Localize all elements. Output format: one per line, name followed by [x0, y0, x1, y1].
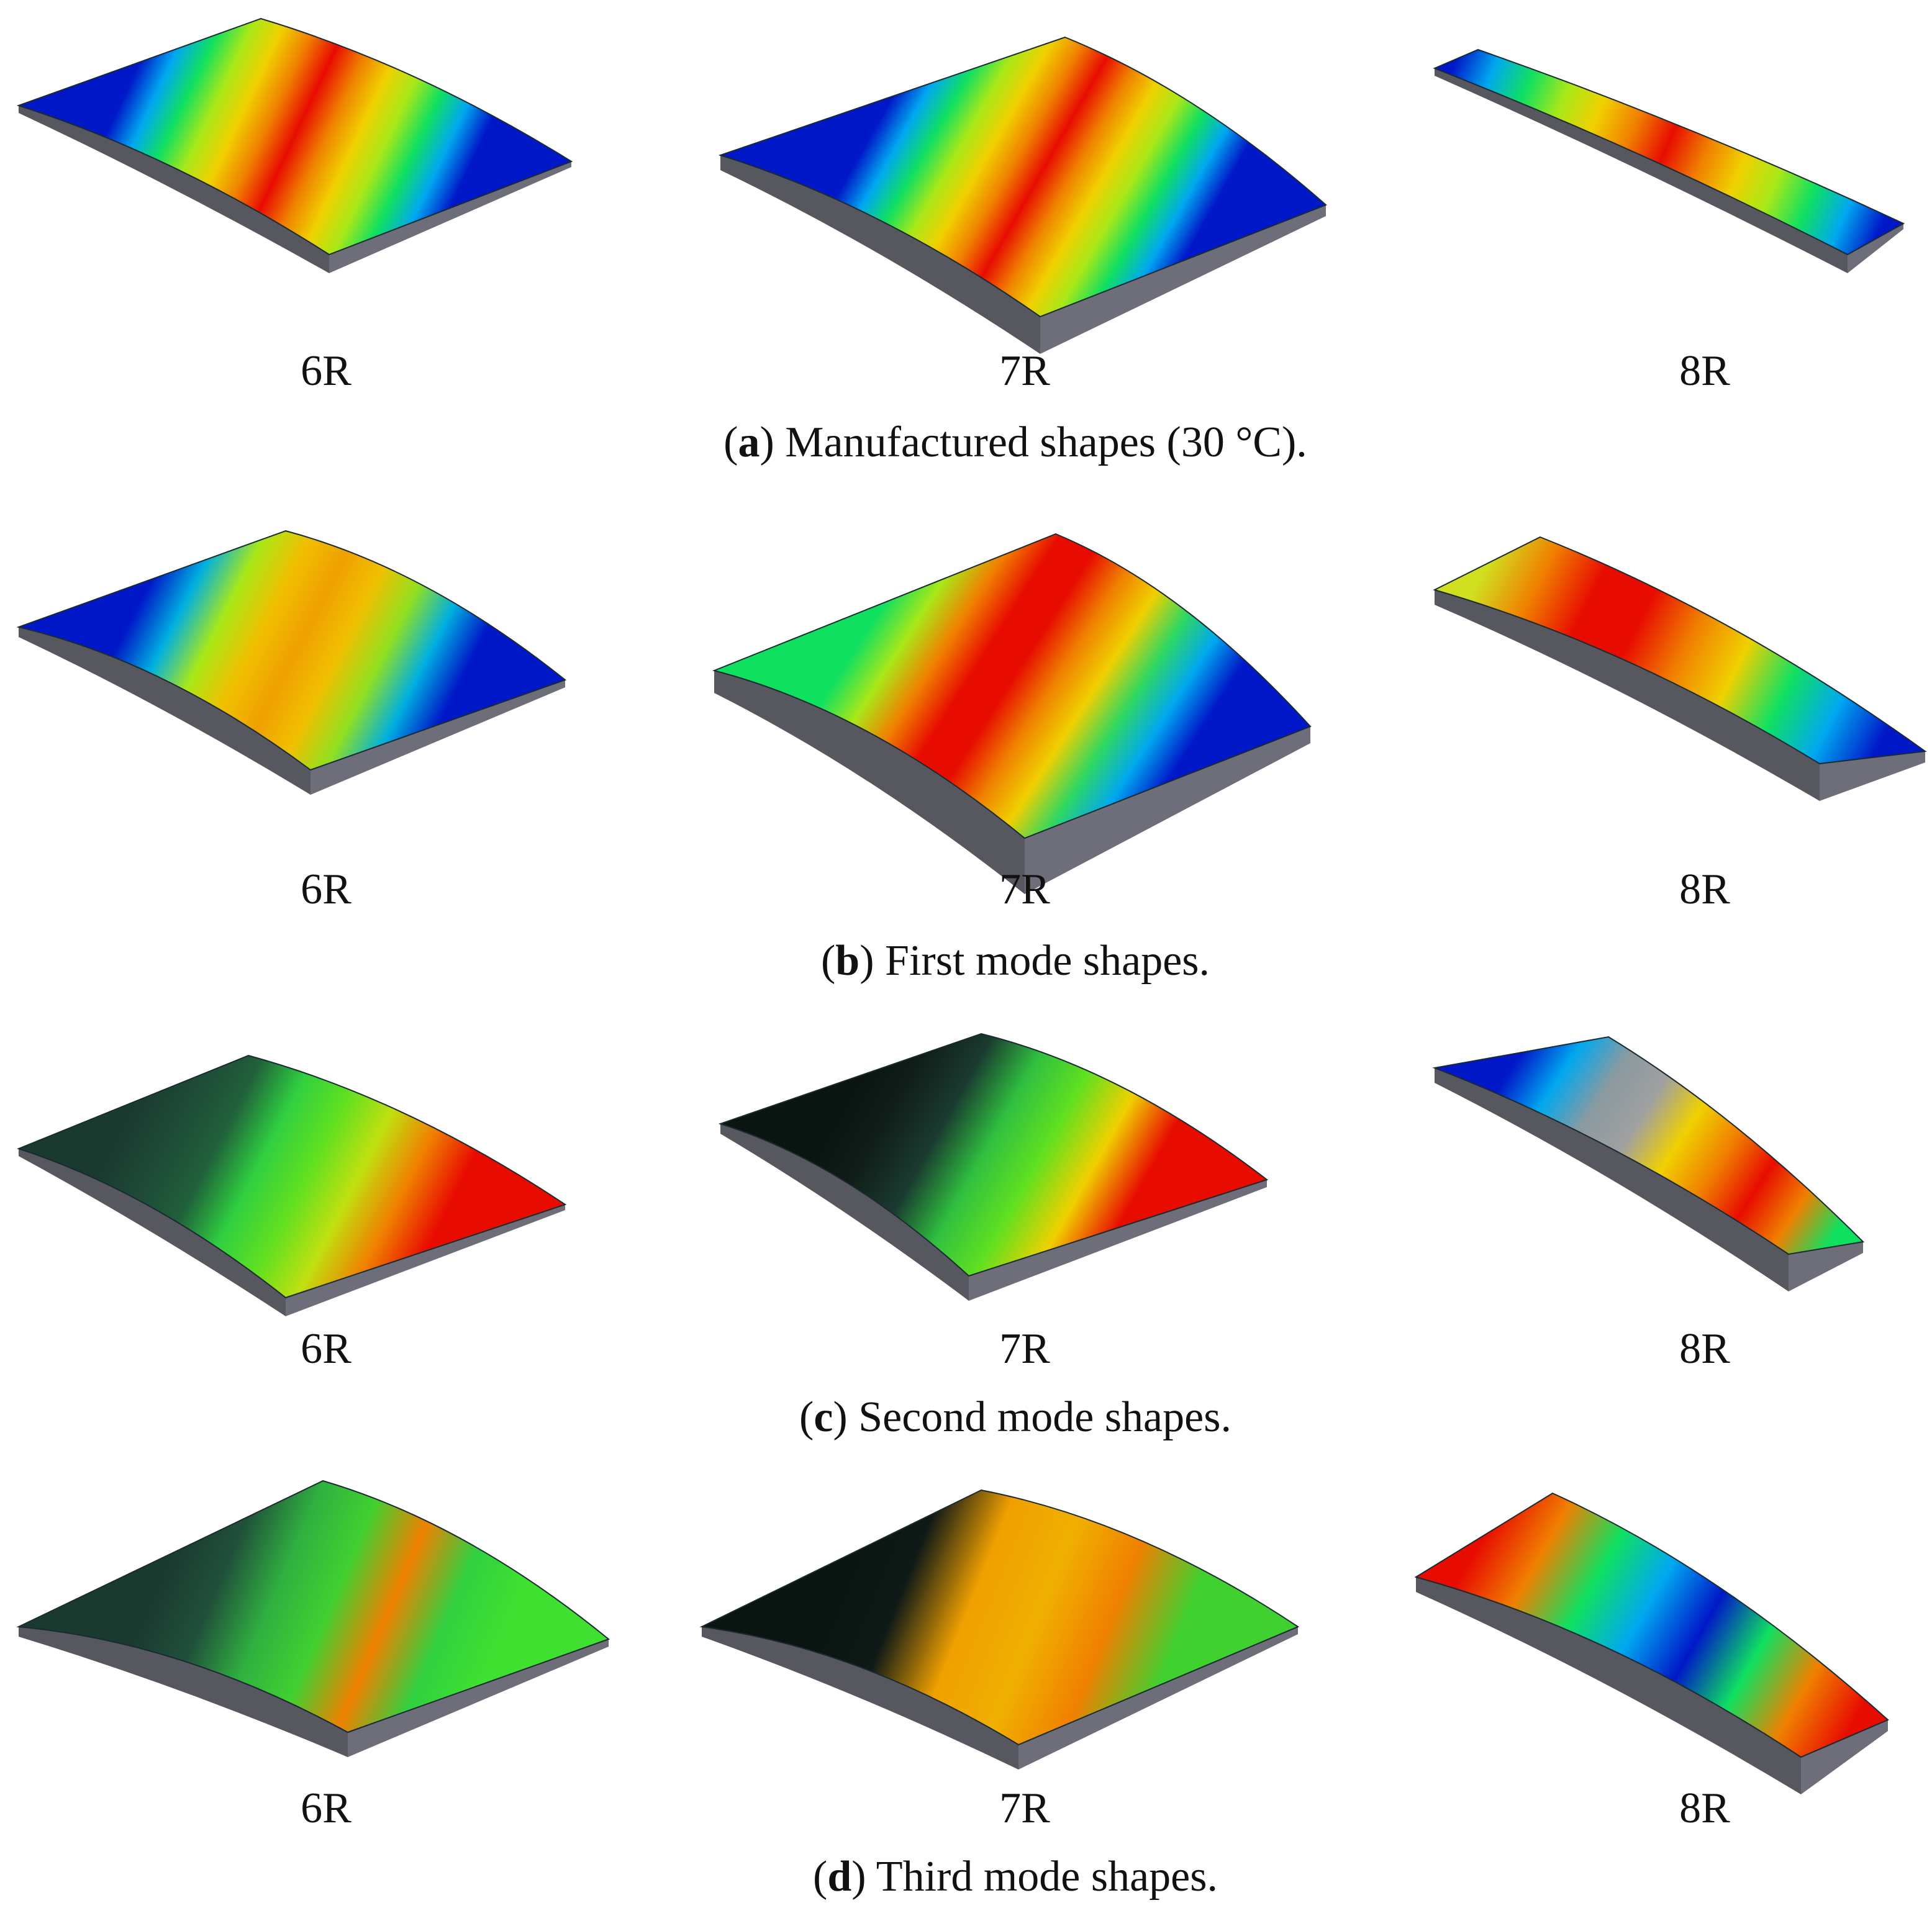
contour-surface	[16, 17, 573, 256]
shape-label: 6R	[301, 347, 351, 395]
panel-letter: a	[738, 418, 760, 466]
side-wall	[1435, 68, 1848, 273]
side-wall	[1820, 751, 1925, 801]
caption-text: ) Manufactured shapes (30 °C).	[760, 418, 1307, 466]
side-wall	[329, 161, 571, 273]
contour-surface	[1433, 536, 1927, 765]
side-wall	[702, 1627, 1018, 1770]
side-wall	[1018, 1627, 1298, 1770]
contour-surface	[16, 530, 567, 771]
side-wall	[1416, 1577, 1801, 1794]
shape-label: 8R	[1679, 1325, 1730, 1373]
shape-label: 8R	[1679, 866, 1730, 913]
contour-surface	[712, 533, 1312, 839]
contour-surface	[718, 1033, 1269, 1277]
side-wall	[1801, 1720, 1888, 1794]
side-wall	[19, 627, 311, 795]
shape-label: 6R	[301, 1784, 351, 1832]
shape-label: 7R	[999, 1325, 1050, 1373]
side-wall	[1848, 224, 1903, 273]
panel-caption: (a) Manufactured shapes (30 °C).	[723, 418, 1307, 466]
caption-text: (	[723, 418, 738, 466]
panel-letter: c	[814, 1393, 833, 1441]
side-wall	[720, 155, 1040, 354]
side-wall	[19, 106, 329, 273]
shape-label: 6R	[301, 866, 351, 913]
side-wall	[1040, 205, 1326, 354]
panel-caption: (d) Third mode shapes.	[813, 1853, 1218, 1901]
side-wall	[720, 1124, 969, 1301]
side-wall	[1789, 1242, 1863, 1291]
panel-letter: d	[827, 1853, 851, 1901]
shape-label: 7R	[999, 347, 1050, 395]
side-wall	[1435, 590, 1820, 801]
caption-text: (	[813, 1853, 827, 1901]
contour-surface	[16, 1480, 610, 1734]
side-wall	[714, 671, 1025, 894]
contour-surface	[1433, 48, 1905, 256]
contour-surface	[699, 1489, 1300, 1746]
panel-letter: b	[835, 937, 859, 985]
side-wall	[19, 1149, 286, 1316]
shape-label: 8R	[1679, 1784, 1730, 1832]
side-wall	[311, 680, 565, 795]
contour-surface	[718, 36, 1327, 318]
side-wall	[286, 1205, 565, 1316]
contour-surface	[17, 1054, 567, 1299]
panel-caption: (c) Second mode shapes.	[799, 1393, 1231, 1441]
caption-text: ) First mode shapes.	[859, 937, 1210, 985]
caption-text: (	[821, 937, 835, 985]
contour-surface	[1432, 1036, 1865, 1255]
side-wall	[19, 1627, 348, 1757]
contour-surface	[1414, 1492, 1889, 1758]
shape-label: 8R	[1679, 347, 1730, 395]
panel-caption: (b) First mode shapes.	[821, 937, 1210, 985]
caption-text: ) Second mode shapes.	[833, 1393, 1231, 1441]
side-wall	[1025, 726, 1310, 894]
side-wall	[969, 1180, 1267, 1301]
shape-label: 7R	[999, 866, 1050, 913]
shape-label: 6R	[301, 1325, 351, 1373]
caption-text: (	[799, 1393, 814, 1441]
shape-label: 7R	[999, 1784, 1050, 1832]
side-wall	[1435, 1068, 1789, 1291]
caption-text: ) Third mode shapes.	[851, 1853, 1218, 1901]
side-wall	[348, 1639, 609, 1757]
